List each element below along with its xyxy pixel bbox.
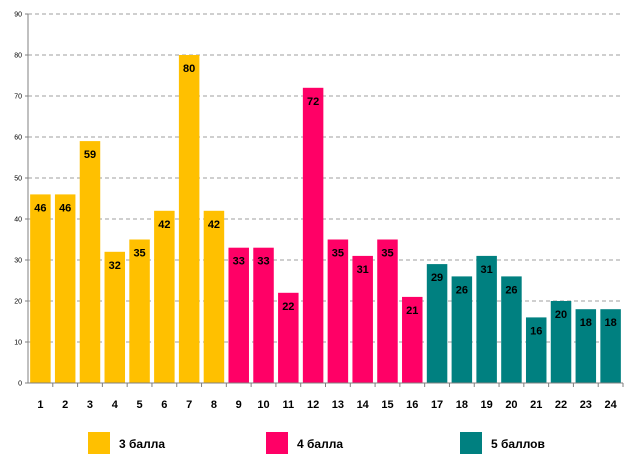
- bar: [278, 292, 299, 383]
- y-tick-label: 20: [14, 299, 22, 306]
- data-label: 29: [431, 272, 443, 284]
- legend: 3 балла 4 балла 5 баллов: [88, 432, 545, 454]
- bar: [154, 210, 175, 383]
- x-tick-label: 19: [481, 399, 493, 411]
- x-axis: 1 2 3 4 5 6 7 8 9 10 11 12 13 14 15 16 17 18 19 20 21 22 23 24: [28, 382, 624, 411]
- y-tick-label: 30: [14, 258, 22, 265]
- bar: [575, 309, 597, 383]
- y-tick-label: 90: [14, 12, 22, 19]
- x-tick-label: 17: [431, 399, 443, 411]
- data-label: 80: [183, 63, 195, 75]
- data-label: 35: [381, 248, 393, 260]
- legend-item: 3 балла: [88, 432, 165, 454]
- data-label: 31: [481, 264, 493, 276]
- y-tick-label: 50: [14, 176, 22, 183]
- data-label: 26: [456, 284, 468, 296]
- gridlines: [28, 13, 623, 343]
- bar: [501, 276, 522, 383]
- bar: [525, 317, 547, 383]
- x-tick-label: 8: [211, 399, 217, 411]
- x-tick-label: 15: [381, 399, 393, 411]
- bar: [302, 87, 324, 384]
- bar: [253, 247, 274, 383]
- x-tick-label: 6: [161, 399, 167, 411]
- data-label: 22: [282, 301, 294, 313]
- x-tick-label: 5: [137, 399, 143, 411]
- data-label: 31: [357, 264, 369, 276]
- x-tick-label: 3: [87, 399, 93, 411]
- bar: [476, 255, 497, 383]
- x-tick-label: 9: [236, 399, 242, 411]
- data-label: 42: [208, 219, 220, 231]
- bar: [426, 264, 448, 383]
- bar: [600, 309, 621, 383]
- legend-label: 3 балла: [119, 437, 165, 451]
- legend-swatch: [266, 432, 288, 454]
- x-tick-label: 24: [604, 399, 617, 411]
- data-label: 46: [59, 202, 71, 214]
- y-tick-label: 40: [14, 217, 22, 224]
- legend-label: 4 балла: [297, 437, 343, 451]
- data-label: 33: [233, 256, 245, 268]
- bar: [129, 239, 150, 383]
- bar: [327, 239, 349, 383]
- x-tick-label: 22: [555, 399, 567, 411]
- y-tick-label: 80: [14, 53, 22, 60]
- y-tick-label: 0: [18, 381, 22, 388]
- x-tick-label: 20: [505, 399, 517, 411]
- data-label: 18: [604, 317, 616, 329]
- y-tick-label: 70: [14, 94, 22, 101]
- data-label: 18: [580, 317, 592, 329]
- x-tick-label: 18: [456, 399, 468, 411]
- bar: [228, 247, 249, 383]
- bar: [178, 55, 200, 383]
- data-label: 26: [505, 284, 517, 296]
- bar: [79, 141, 101, 383]
- y-tick-label: 10: [14, 340, 22, 347]
- bars: 46 46 59 32 35 42 80 42 33 33 22 72 35 31 35 21 29 26 31 26…: [30, 55, 621, 384]
- bar: [377, 239, 398, 383]
- data-label: 46: [34, 202, 46, 214]
- legend-item: 5 баллов: [460, 432, 545, 454]
- x-tick-label: 13: [332, 399, 344, 411]
- data-label: 20: [555, 309, 567, 321]
- x-tick-label: 12: [307, 399, 319, 411]
- bar: [104, 251, 126, 383]
- x-tick-label: 4: [112, 399, 119, 411]
- bar: [352, 255, 373, 383]
- data-label: 72: [307, 96, 319, 108]
- x-tick-label: 23: [580, 399, 592, 411]
- legend-label: 5 баллов: [491, 437, 545, 451]
- bar: [550, 301, 572, 383]
- x-tick-label: 16: [406, 399, 418, 411]
- x-tick-label: 11: [282, 399, 294, 411]
- x-tick-label: 7: [186, 399, 192, 411]
- y-axis: 0 10 20 30 40 50 60 70 80 90: [14, 12, 29, 388]
- legend-item: 4 балла: [266, 432, 343, 454]
- legend-swatch: [88, 432, 110, 454]
- data-label: 35: [133, 248, 145, 260]
- legend-swatch: [460, 432, 482, 454]
- y-tick-label: 60: [14, 135, 22, 142]
- data-label: 21: [406, 305, 418, 317]
- x-tick-label: 14: [357, 399, 370, 411]
- data-label: 59: [84, 149, 96, 161]
- bar: [30, 194, 51, 383]
- x-tick-label: 10: [257, 399, 269, 411]
- data-label: 35: [332, 248, 344, 260]
- bar: [203, 210, 225, 383]
- data-label: 42: [158, 219, 170, 231]
- data-label: 32: [109, 260, 121, 272]
- x-tick-label: 2: [62, 399, 68, 411]
- bar: [451, 276, 473, 383]
- data-label: 33: [257, 256, 269, 268]
- x-tick-label: 1: [37, 399, 43, 411]
- data-label: 16: [530, 325, 542, 337]
- bar: [54, 194, 76, 383]
- x-tick-label: 21: [530, 399, 542, 411]
- bar: [402, 296, 423, 383]
